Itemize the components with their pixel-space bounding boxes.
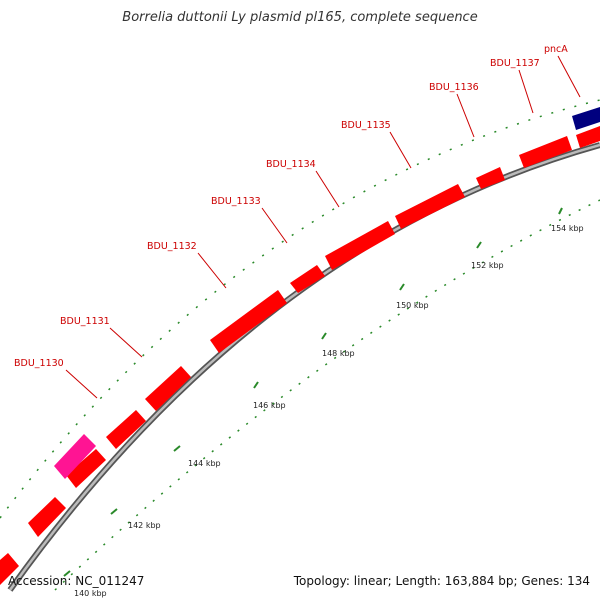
gene-block <box>28 497 66 537</box>
gene-label: BDU_1131 <box>60 316 110 327</box>
gene-block <box>519 136 572 168</box>
gene-block <box>66 449 106 488</box>
gene-block <box>576 126 600 148</box>
gene-blocks <box>0 107 600 585</box>
tick-labels: 140 kbp 142 kbp 144 kbp 146 kbp 148 kbp … <box>74 224 584 598</box>
gene-label: BDU_1136 <box>429 82 479 93</box>
gene-block-highlight <box>54 434 96 479</box>
label-leader-lines <box>65 55 581 399</box>
tick-label: 148 kbp <box>322 349 355 358</box>
major-ticks <box>63 207 563 577</box>
sequence-summary: Topology: linear; Length: 163,884 bp; Ge… <box>293 574 590 588</box>
map-title: Borrelia duttonii Ly plasmid pl165, comp… <box>122 10 478 25</box>
gene-block <box>145 366 191 411</box>
gene-label: BDU_1132 <box>147 241 197 252</box>
gene-label: pncA <box>544 44 568 55</box>
gene-label: BDU_1135 <box>341 120 391 131</box>
gene-block <box>0 553 19 585</box>
tick-label: 140 kbp <box>74 589 107 598</box>
tick-label: 142 kbp <box>128 521 161 530</box>
gene-labels: BDU_1130 BDU_1131 BDU_1132 BDU_1133 BDU_… <box>14 44 568 369</box>
gene-label: BDU_1137 <box>490 58 540 69</box>
gene-label: BDU_1134 <box>266 159 316 170</box>
gene-label: BDU_1133 <box>211 196 261 207</box>
gene-block <box>106 410 146 449</box>
gene-block <box>476 167 505 189</box>
gene-label: BDU_1130 <box>14 358 64 369</box>
accession-text: Accession: NC_011247 <box>8 574 145 588</box>
gene-block <box>210 290 287 353</box>
tick-label: 154 kbp <box>551 224 584 233</box>
tick-label: 150 kbp <box>396 301 429 310</box>
gene-block <box>290 265 325 293</box>
backbone-arc <box>7 142 600 592</box>
backbone-arc-highlight <box>8 143 600 591</box>
tick-label: 152 kbp <box>471 261 504 270</box>
tick-label: 144 kbp <box>188 459 221 468</box>
gene-block-special <box>572 107 600 130</box>
gene-block <box>325 221 395 270</box>
tick-label: 146 kbp <box>253 401 286 410</box>
gene-block <box>395 184 465 229</box>
